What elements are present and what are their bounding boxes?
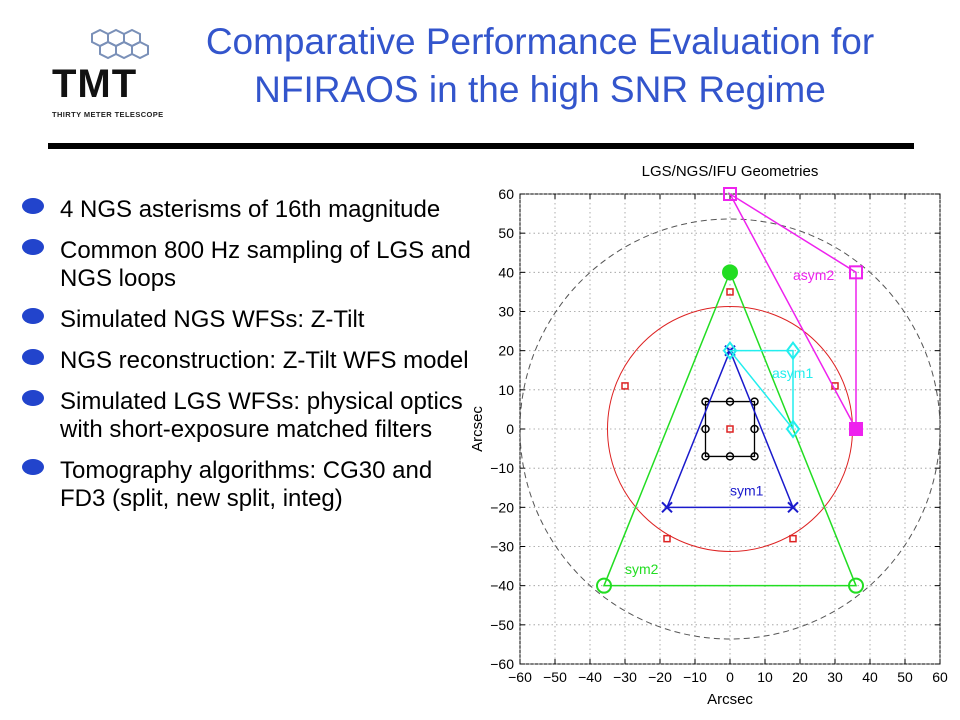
bullet-item: NGS reconstruction: Z-Tilt WFS model bbox=[22, 347, 482, 375]
bullet-item: Simulated LGS WFSs: physical optics with… bbox=[22, 388, 482, 444]
bullet-item: 4 NGS asterisms of 16th magnitude bbox=[22, 196, 482, 224]
x-tick-label: −60 bbox=[508, 669, 532, 685]
x-tick-label: −10 bbox=[683, 669, 707, 685]
bullet-text: 4 NGS asterisms of 16th magnitude bbox=[60, 196, 441, 223]
ifu-point bbox=[701, 452, 710, 461]
geometry-chart: −60 −50 −40 −30 −20 −10 0 10 20 30 40 50 60 −60 −50 −40… bbox=[469, 163, 948, 708]
asym1-marker bbox=[785, 341, 801, 361]
x-tick-label: 60 bbox=[932, 669, 948, 685]
bullet-text: Simulated LGS WFSs: physical optics with… bbox=[60, 388, 463, 443]
bullet-text: Tomography algorithms: CG30 and FD3 (spl… bbox=[60, 457, 433, 512]
bullet-text: Common 800 Hz sampling of LGS and NGS lo… bbox=[60, 237, 471, 292]
x-tick-label: 30 bbox=[827, 669, 843, 685]
ifu-point bbox=[750, 452, 759, 461]
y-tick-label: −10 bbox=[490, 460, 514, 476]
asym2-marker bbox=[723, 187, 737, 201]
y-tick-label: −30 bbox=[490, 539, 514, 555]
logo-text: TMT bbox=[52, 62, 138, 106]
bullet-text: NGS reconstruction: Z-Tilt WFS model bbox=[60, 347, 469, 374]
tmt-logo bbox=[48, 26, 178, 126]
x-tick-label: −50 bbox=[543, 669, 567, 685]
sym1-label: sym1 bbox=[730, 483, 764, 499]
x-tick-label: 50 bbox=[897, 669, 913, 685]
chart-title: LGS/NGS/IFU Geometries bbox=[642, 163, 819, 180]
y-tick-label: 20 bbox=[498, 343, 514, 359]
bullet-icon bbox=[22, 239, 44, 255]
bullet-icon bbox=[22, 459, 44, 475]
x-axis-label: Arcsec bbox=[707, 691, 753, 708]
y-tick-label: 50 bbox=[498, 225, 514, 241]
bullet-item: Simulated NGS WFSs: Z-Tilt bbox=[22, 306, 482, 334]
asym1-marker bbox=[785, 419, 801, 439]
x-tick-label: 10 bbox=[757, 669, 773, 685]
lgs-point bbox=[789, 534, 797, 543]
x-tick-label: 40 bbox=[862, 669, 878, 685]
y-tick-label: −40 bbox=[490, 578, 514, 594]
bullet-icon bbox=[22, 198, 44, 214]
title-line-1: Comparative Performance Evaluation for bbox=[205, 21, 875, 62]
y-tick-label: 60 bbox=[498, 186, 514, 202]
sym2-filled-marker bbox=[723, 265, 737, 280]
ifu-point bbox=[750, 424, 759, 434]
y-tick-label: 30 bbox=[498, 304, 514, 320]
bullet-icon bbox=[22, 349, 44, 365]
asym2-filled-marker bbox=[850, 423, 862, 435]
ifu-box bbox=[704, 400, 756, 458]
lgs-point bbox=[621, 382, 629, 390]
ifu-point bbox=[725, 452, 735, 461]
bullet-icon bbox=[22, 308, 44, 324]
x-tick-label: 0 bbox=[726, 669, 734, 685]
y-tick-label: −50 bbox=[490, 617, 514, 633]
title-line-2: NFIRAOS in the high SNR Regime bbox=[254, 69, 826, 110]
asym1-marker bbox=[722, 341, 738, 361]
x-tick-label: −30 bbox=[613, 669, 637, 685]
asym2-marker bbox=[849, 265, 863, 280]
bullet-list: 4 NGS asterisms of 16th magnitude Common… bbox=[22, 196, 482, 526]
bullet-icon bbox=[22, 390, 44, 406]
y-axis-label: Arcsec bbox=[469, 406, 486, 452]
asym2-line bbox=[728, 191, 857, 430]
sym1-marker bbox=[661, 501, 673, 514]
asym1-label: asym1 bbox=[772, 365, 813, 381]
sym1-line bbox=[665, 348, 795, 509]
x-tick-label: −20 bbox=[648, 669, 672, 685]
lgs-point bbox=[726, 288, 734, 296]
y-tick-label: 0 bbox=[506, 421, 514, 437]
sym2-marker bbox=[596, 577, 612, 594]
y-tick-label: −20 bbox=[490, 499, 514, 515]
bullet-item: Common 800 Hz sampling of LGS and NGS lo… bbox=[22, 237, 482, 293]
title-divider bbox=[48, 143, 914, 149]
lgs-point bbox=[726, 425, 734, 433]
x-tick-label: −40 bbox=[578, 669, 602, 685]
lgs-point bbox=[663, 534, 671, 543]
sym2-label: sym2 bbox=[625, 561, 659, 577]
ifu-point bbox=[725, 397, 735, 406]
hexagon-logo-icon bbox=[91, 28, 149, 60]
ifu-point bbox=[701, 424, 710, 434]
y-tick-label: 10 bbox=[498, 382, 514, 398]
bullet-item: Tomography algorithms: CG30 and FD3 (spl… bbox=[22, 457, 482, 513]
bullet-text: Simulated NGS WFSs: Z-Tilt bbox=[60, 306, 365, 333]
logo-subtext: THIRTY METER TELESCOPE bbox=[52, 110, 164, 119]
x-tick-label: 20 bbox=[792, 669, 808, 685]
sym1-marker bbox=[787, 501, 799, 514]
y-tick-label: 40 bbox=[498, 264, 514, 280]
y-tick-label: −60 bbox=[490, 656, 514, 672]
asym2-label: asym2 bbox=[793, 267, 834, 283]
sym2-marker bbox=[848, 577, 864, 594]
page-title: Comparative Performance Evaluation for N… bbox=[140, 18, 940, 114]
asym1-line bbox=[728, 349, 794, 432]
